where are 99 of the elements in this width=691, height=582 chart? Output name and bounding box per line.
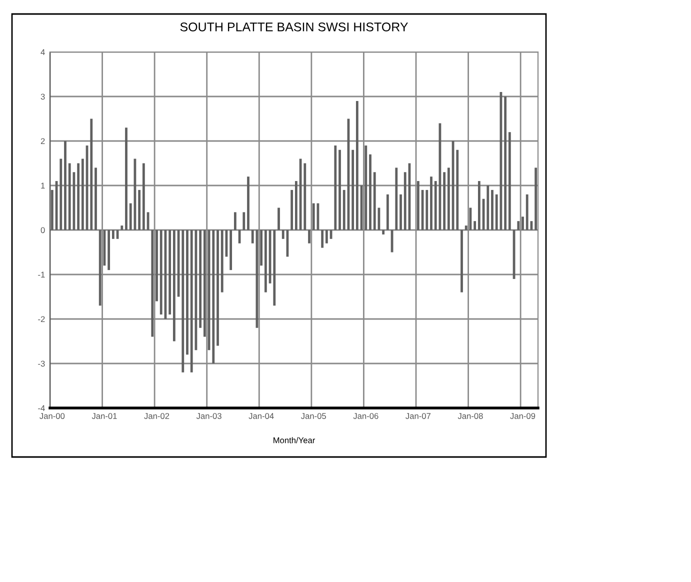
bar [491,190,494,230]
y-tick-label: -4 [38,405,45,412]
bar [234,212,236,230]
bar [182,230,184,372]
bar [247,176,250,230]
y-tick-label: -3 [38,360,45,367]
bar [273,230,276,306]
x-tick-label: Jan-04 [248,413,274,419]
bar [334,145,337,230]
bar [304,163,306,230]
bar [526,194,528,230]
y-tick-label: -2 [38,316,45,322]
bar [98,230,102,306]
bar [199,230,202,328]
bar [364,145,368,230]
bar [456,150,459,230]
bar [325,230,328,244]
bar [369,154,372,230]
bar [356,100,358,230]
bar [342,190,346,230]
y-tick-label: 3 [40,94,45,100]
bar [416,181,420,230]
x-tick-label: Jan-02 [144,413,170,419]
y-tick-label: 1 [41,182,45,189]
bar [400,194,402,230]
bar [64,141,66,230]
x-tick-label: Jan-01 [92,413,117,419]
bar [81,158,84,230]
bar [534,168,538,230]
x-tick-label: Jan-05 [301,413,326,419]
bar [203,230,206,337]
bar [430,176,432,230]
bar [478,181,480,230]
bar [312,203,315,230]
bar [282,230,284,239]
bar [90,118,93,230]
y-tick-label: 0 [40,227,45,234]
bar [508,132,511,230]
bar [138,190,141,230]
bar [404,172,406,230]
x-tick-label: Jan-09 [510,413,536,419]
bar [352,150,354,230]
bar [168,230,172,315]
bar [290,190,294,230]
x-tick-label: Jan-07 [406,413,430,419]
bar [474,221,476,230]
bar [120,226,124,230]
bar [522,216,524,230]
bar [517,221,520,230]
bar [216,230,219,346]
bar [447,168,450,230]
bar [94,168,97,230]
bar [160,230,162,315]
bar [142,163,145,230]
bar [108,230,110,270]
bar [112,230,114,239]
bar [386,194,389,230]
bar [68,163,71,230]
bar [278,208,280,230]
chart-title: SOUTH PLATTE BASIN SWSI HISTORY [180,22,408,32]
bar [172,230,176,342]
bar [242,212,246,230]
bar [151,230,154,337]
y-tick-label: 2 [40,138,45,144]
bar [495,194,498,230]
bar [156,230,158,302]
bar [190,230,193,372]
bar [395,168,398,230]
bar [264,230,267,292]
bar [464,226,468,230]
bar [251,230,254,244]
bar [212,230,215,364]
bar [230,230,232,270]
x-tick-label: Jan-06 [353,413,378,419]
bar [321,230,324,248]
bar [125,128,128,230]
bar [434,181,437,230]
bar [426,190,428,230]
bar [294,181,298,230]
bar [382,230,385,234]
bar [308,230,310,244]
bar [373,172,376,230]
x-tick-label: Jan-08 [458,413,483,419]
x-tick-label: Jan-00 [40,413,65,419]
bar [460,230,463,292]
bar [77,163,80,230]
y-tick-label: -1 [38,272,45,278]
y-tick-label: 4 [40,49,45,56]
bar [486,186,490,230]
bar [338,150,341,230]
bar [186,230,188,355]
bar [504,96,507,230]
bar [443,172,446,230]
x-tick-label: Jan-03 [196,413,222,419]
bar [129,203,132,230]
bar [260,230,263,266]
x-axis-title: Month/Year [274,437,316,444]
bar [60,158,62,230]
bar [220,230,224,292]
